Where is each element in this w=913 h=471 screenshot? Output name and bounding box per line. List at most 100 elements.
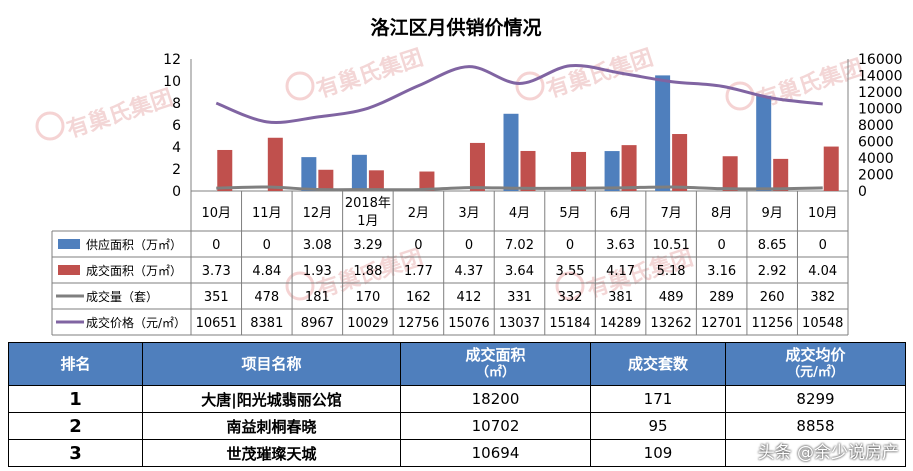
watermark-text: 有巢氏集团 <box>314 44 427 103</box>
header-project-name: 项目名称 <box>142 342 401 386</box>
data-label: 331 <box>507 290 532 305</box>
legend-label: 成交面积（万㎡） <box>86 263 182 278</box>
data-label: 10029 <box>347 316 388 331</box>
data-label: 478 <box>254 290 279 305</box>
x-tick-label: 2月 <box>408 206 429 221</box>
data-label: 12756 <box>398 316 439 331</box>
x-tick-label: 1月 <box>357 214 378 229</box>
data-label: 8967 <box>301 316 334 331</box>
data-label: 1.93 <box>303 264 332 279</box>
x-tick-label: 6月 <box>610 206 631 221</box>
bar-supply <box>351 154 367 191</box>
data-label: 489 <box>659 290 684 305</box>
table-row: 2 南益刺桐春晓 10702 95 8858 <box>8 412 906 440</box>
data-label: 332 <box>558 290 583 305</box>
bar-deal-area <box>217 149 233 191</box>
x-tick-label: 11月 <box>252 206 282 221</box>
line-deal-price <box>215 63 823 124</box>
data-label: 10.51 <box>653 238 690 253</box>
bar-deal-area <box>368 170 384 191</box>
watermark-text: 有巢氏集团 <box>544 44 657 103</box>
data-label: 170 <box>355 290 380 305</box>
right-axis-tick-label: 12000 <box>858 85 903 101</box>
header-deal-units: 成交套数 <box>590 342 726 386</box>
watermark-text: 有巢氏集团 <box>64 84 177 143</box>
x-tick-label: 7月 <box>660 206 681 221</box>
data-label: 351 <box>204 290 229 305</box>
data-label: 260 <box>760 290 785 305</box>
header-deal-area: 成交面积 （㎡） <box>400 342 591 386</box>
bar-deal-area <box>267 137 283 191</box>
ranking-header-row: 排名 项目名称 成交面积 （㎡） 成交套数 成交均价 （元/㎡） <box>8 342 906 386</box>
rank-cell: 2 <box>8 412 143 440</box>
project-name-cell: 大唐|阳光城翡丽公馆 <box>142 385 401 413</box>
table-row: 1 大唐|阳光城翡丽公馆 18200 171 8299 <box>8 385 906 413</box>
watermark-logo-icon <box>725 81 755 111</box>
data-label: 3.16 <box>707 264 736 279</box>
data-label: 162 <box>406 290 431 305</box>
area-cell: 10694 <box>400 439 591 467</box>
data-label: 12701 <box>701 316 742 331</box>
price-cell <box>725 439 906 467</box>
x-tick-label: 8月 <box>711 206 732 221</box>
data-label: 0 <box>819 238 827 253</box>
left-axis-tick-label: 6 <box>172 118 181 134</box>
data-label: 0 <box>465 238 473 253</box>
area-cell: 18200 <box>400 385 591 413</box>
bar-supply <box>301 157 317 191</box>
units-cell: 171 <box>590 385 726 413</box>
project-name-cell: 南益刺桐春晓 <box>142 412 401 440</box>
data-label: 3.29 <box>353 238 382 253</box>
bar-deal-area <box>419 171 435 191</box>
units-cell: 95 <box>590 412 726 440</box>
bar-deal-area <box>520 150 536 191</box>
data-label: 381 <box>608 290 633 305</box>
left-axis-tick-label: 10 <box>163 74 181 90</box>
data-label: 4.17 <box>606 264 635 279</box>
legend-swatch <box>58 239 80 249</box>
right-axis-tick-label: 0 <box>858 184 867 200</box>
price-cell: 8858 <box>725 412 906 440</box>
data-label: 412 <box>457 290 482 305</box>
x-tick-label: 9月 <box>762 206 783 221</box>
x-tick-label: 4月 <box>509 206 530 221</box>
data-label: 3.73 <box>202 264 231 279</box>
data-label: 0 <box>212 238 220 253</box>
left-axis-tick-label: 4 <box>172 140 181 156</box>
x-tick-label: 2018年 <box>345 196 391 211</box>
project-name-cell: 世茂璀璨天城 <box>142 439 401 467</box>
data-label: 3.64 <box>505 264 534 279</box>
data-label: 5.18 <box>657 264 686 279</box>
line-deal-units <box>216 185 823 192</box>
bar-deal-area <box>722 156 738 191</box>
data-label: 1.77 <box>404 264 433 279</box>
right-axis-tick-label: 14000 <box>858 69 903 85</box>
right-axis-tick-label: 2000 <box>858 168 894 184</box>
bar-deal-area <box>621 145 637 191</box>
data-label: 0 <box>718 238 726 253</box>
data-label: 10651 <box>196 316 237 331</box>
right-axis-tick-label: 10000 <box>858 102 903 118</box>
watermark-logo-icon <box>285 71 315 101</box>
data-label: 11256 <box>752 316 793 331</box>
header-rank: 排名 <box>8 342 143 386</box>
watermark-logo-icon <box>285 271 315 301</box>
bar-supply <box>756 95 772 191</box>
data-label: 15184 <box>549 316 590 331</box>
data-label: 8381 <box>250 316 283 331</box>
data-label: 181 <box>305 290 330 305</box>
legend-label: 成交量（套） <box>86 289 158 304</box>
right-axis-tick-label: 4000 <box>858 151 894 167</box>
bar-deal-area <box>571 151 587 191</box>
x-tick-label: 10月 <box>808 206 838 221</box>
data-label: 382 <box>810 290 835 305</box>
right-axis-tick-label: 6000 <box>858 135 894 151</box>
data-label: 0 <box>414 238 422 253</box>
watermark-logo-icon <box>35 111 65 141</box>
bar-deal-area <box>823 146 839 191</box>
x-tick-label: 10月 <box>201 206 231 221</box>
data-label: 15076 <box>448 316 489 331</box>
left-axis-tick-label: 2 <box>172 162 181 178</box>
x-tick-label: 3月 <box>458 206 479 221</box>
